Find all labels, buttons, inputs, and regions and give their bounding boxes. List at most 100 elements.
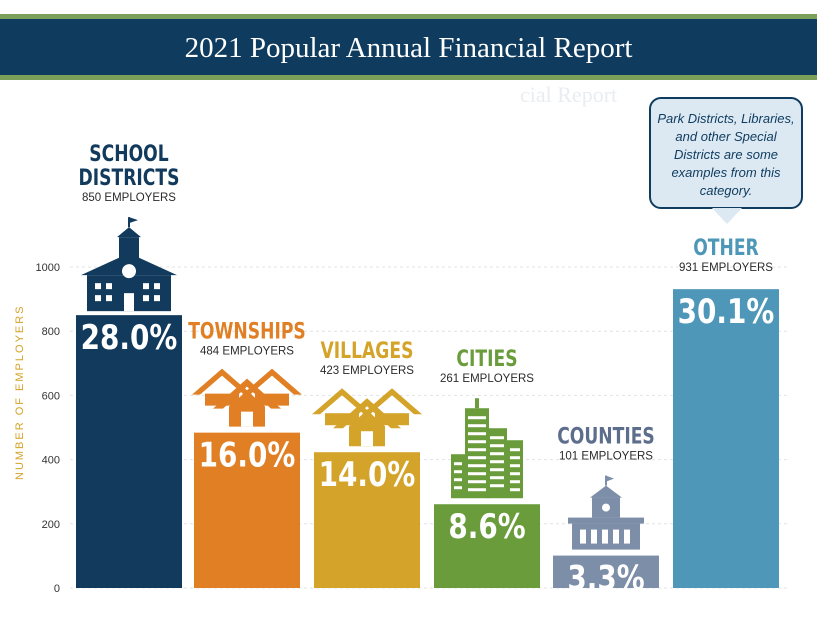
employers-count-label: 931 EMPLOYERS <box>679 262 773 274</box>
school-window <box>143 283 149 290</box>
employers-count-label: 850 EMPLOYERS <box>82 192 176 204</box>
callout-pointer <box>712 208 742 224</box>
category-name-label: TOWNSHIPS <box>188 319 306 345</box>
category-name-label: CITIES <box>456 346 517 372</box>
building-window <box>468 480 486 484</box>
bar-percent-label: 16.0% <box>199 436 296 475</box>
school-building-icon <box>81 217 177 312</box>
houses-icon <box>312 388 422 447</box>
school-door <box>124 293 134 312</box>
background-ghost-text: cial Report <box>520 82 618 107</box>
building-window <box>468 440 486 444</box>
school-window <box>154 283 160 290</box>
courthouse-column <box>613 529 619 544</box>
courthouse-column <box>580 529 586 544</box>
city-building <box>451 454 465 499</box>
y-tick-label: 800 <box>42 326 60 338</box>
flag <box>129 217 138 224</box>
houses-icon <box>192 368 302 427</box>
building-window <box>468 416 486 420</box>
house-roof <box>312 388 372 415</box>
house-roof <box>213 378 281 409</box>
category-name-label: DISTRICTS <box>79 165 180 191</box>
school-tower-roof <box>117 227 141 238</box>
house-roof <box>333 398 401 429</box>
building-window <box>510 448 520 452</box>
y-tick-label: 600 <box>42 390 60 402</box>
building-window <box>510 456 520 460</box>
bar-percent-label: 3.3% <box>567 559 644 598</box>
building-window <box>454 486 462 490</box>
bar <box>434 504 540 588</box>
y-tick-label: 1000 <box>36 262 60 274</box>
y-tick-label: 200 <box>42 519 60 531</box>
building-window <box>454 478 462 482</box>
building-window <box>490 476 504 480</box>
bar-percent-label: 28.0% <box>81 319 178 358</box>
house-roof <box>192 368 252 395</box>
employers-count-label: 484 EMPLOYERS <box>200 346 294 358</box>
house-door <box>361 431 373 447</box>
building-window <box>490 484 504 488</box>
building-window <box>468 424 486 428</box>
school-window <box>143 295 149 302</box>
building-window <box>490 468 504 472</box>
courthouse-icon <box>568 475 644 550</box>
bar-percent-label: 30.1% <box>678 293 775 332</box>
bar-percent-label: 8.6% <box>448 508 525 547</box>
courthouse-column <box>624 529 630 544</box>
city-building <box>465 408 489 499</box>
building-window <box>468 432 486 436</box>
employers-count-label: 101 EMPLOYERS <box>559 451 653 463</box>
courthouse-clock <box>602 503 610 512</box>
flag <box>606 475 614 482</box>
building-window <box>468 488 486 492</box>
building-window <box>490 436 504 440</box>
other-category-callout: Park Districts, Libraries, and other Spe… <box>649 97 803 209</box>
house-door <box>241 411 253 427</box>
building-window <box>454 470 462 474</box>
building-antenna <box>475 398 479 409</box>
bar <box>314 452 420 588</box>
school-window <box>154 295 160 302</box>
building-window <box>468 448 486 452</box>
house-wall <box>229 390 265 427</box>
courthouse-column <box>602 529 608 544</box>
building-window <box>468 472 486 476</box>
bar <box>194 432 300 588</box>
building-window <box>490 444 504 448</box>
employers-count-label: 423 EMPLOYERS <box>320 365 414 377</box>
city-building <box>507 440 523 499</box>
y-tick-label: 0 <box>54 583 60 595</box>
building-window <box>510 480 520 484</box>
employers-count-label: 261 EMPLOYERS <box>440 373 534 385</box>
courthouse-column <box>591 529 597 544</box>
building-window <box>490 452 504 456</box>
y-axis-label: NUMBER OF EMPLOYERS <box>14 304 26 480</box>
house-roof <box>242 368 302 395</box>
bar-percent-label: 14.0% <box>319 456 416 495</box>
building-window <box>490 460 504 464</box>
building-window <box>454 462 462 466</box>
building-window <box>510 472 520 476</box>
y-tick-label: 400 <box>42 455 60 467</box>
category-name-label: OTHER <box>693 235 759 261</box>
city-skyline-icon <box>451 398 523 499</box>
bar <box>76 315 182 588</box>
category-name-label: COUNTIES <box>557 424 655 450</box>
building-window <box>510 488 520 492</box>
school-tower <box>119 237 139 260</box>
courthouse-dome <box>590 485 622 498</box>
building-window <box>468 456 486 460</box>
school-window <box>95 283 101 290</box>
bar <box>553 555 659 588</box>
school-window <box>106 283 112 290</box>
building-window <box>510 464 520 468</box>
callout-text: Park Districts, Libraries, and other Spe… <box>657 111 795 198</box>
report-header: 2021 Popular Annual Financial Report <box>0 14 817 80</box>
school-window <box>95 295 101 302</box>
category-name-label: SCHOOL <box>89 141 169 167</box>
category-name-label: VILLAGES <box>321 338 414 364</box>
page-title: 2021 Popular Annual Financial Report <box>184 32 633 64</box>
